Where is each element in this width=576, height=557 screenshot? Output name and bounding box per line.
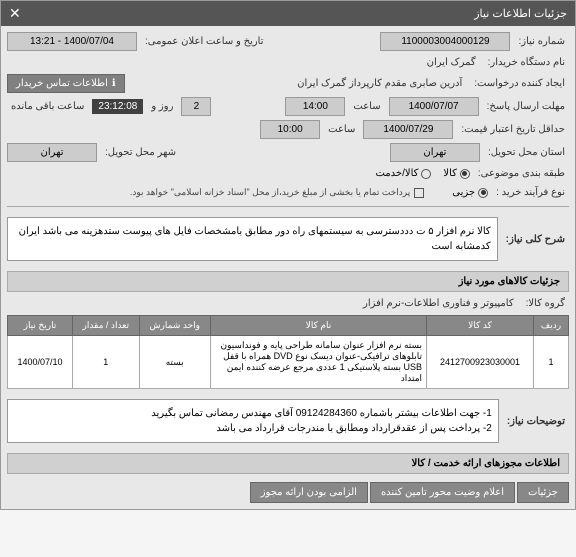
radio-unchecked-icon xyxy=(421,169,431,179)
notes-label: توضیحات نیاز: xyxy=(503,414,569,429)
window-header: جزئیات اطلاعات نیاز ✕ xyxy=(1,1,575,26)
radio-checked-icon-2 xyxy=(478,188,488,198)
category-goods-radio[interactable]: کالا xyxy=(443,168,470,179)
cell-qty: 1 xyxy=(72,336,139,389)
city-field: تهران xyxy=(7,143,97,162)
time-label-1: ساعت xyxy=(349,99,384,114)
purchase-type-value: جزیی xyxy=(452,187,475,198)
footer-tab-status[interactable]: اعلام وضیت محور تامین کننده xyxy=(370,482,515,503)
city-label: شهر محل تحویل: xyxy=(101,145,180,160)
window-title: جزئیات اطلاعات نیاز xyxy=(474,7,567,20)
time-label-2: ساعت xyxy=(324,122,359,137)
category-goods-label: کالا xyxy=(443,168,457,179)
th-qty: تعداد / مقدار xyxy=(72,316,139,336)
requester-value: آدرین صابری مقدم کارپرداز گمرک ایران xyxy=(293,76,466,91)
category-label: طبقه بندی موضوعی: xyxy=(474,166,569,181)
deadline-label: مهلت ارسال پاسخ: xyxy=(483,99,569,114)
footer-tab-details[interactable]: جزئیات xyxy=(517,482,569,503)
category-radio-group: کالا کالا/خدمت xyxy=(375,168,469,179)
requester-label: ایجاد کننده درخواست: xyxy=(470,76,569,91)
province-field: تهران xyxy=(390,143,480,162)
purchase-type-radio[interactable]: جزیی xyxy=(452,187,488,198)
cell-code: 2412700923030001 xyxy=(427,336,534,389)
cell-row: 1 xyxy=(533,336,568,389)
validity-time-field: 10:00 xyxy=(260,120,320,139)
th-unit: واحد شمارش xyxy=(139,316,210,336)
cell-name: بسته نرم افزار عنوان سامانه طراحی پایه و… xyxy=(210,336,426,389)
deadline-time-field: 14:00 xyxy=(285,97,345,116)
remaining-timer: 23:12:08 xyxy=(92,99,143,114)
buyer-org-label: نام دستگاه خریدار: xyxy=(484,55,569,70)
cell-unit: بسته xyxy=(139,336,210,389)
province-label: استان محل تحویل: xyxy=(484,145,569,160)
info-icon: ℹ xyxy=(112,78,116,89)
footer-tab-required[interactable]: الزامی بودن ارائه مجوز xyxy=(250,482,368,503)
announce-date-label: تاریخ و ساعت اعلان عمومی: xyxy=(141,34,268,49)
buyer-org-value: گمرک ایران xyxy=(423,55,480,70)
contact-button[interactable]: ℹ اطلاعات تماس خریدار xyxy=(7,74,125,93)
goods-table: ردیف کد کالا نام کالا واحد شمارش تعداد /… xyxy=(7,315,569,389)
goods-section-title: جزئیات کالاهای مورد نیاز xyxy=(7,271,569,292)
deadline-date-field: 1400/07/07 xyxy=(389,97,479,116)
goods-group-value: کامپیوتر و فناوری اطلاعات-نرم افزار xyxy=(359,296,518,311)
need-number-label: شماره نیاز: xyxy=(514,34,569,49)
close-icon[interactable]: ✕ xyxy=(9,5,21,22)
licenses-section-title: اطلاعات مجوزهای ارائه خدمت / کالا xyxy=(7,453,569,474)
th-date: تاریخ نیاز xyxy=(8,316,73,336)
category-service-label: کالا/خدمت xyxy=(375,168,418,179)
need-number-field: 1100003004000129 xyxy=(380,32,510,51)
th-code: کد کالا xyxy=(427,316,534,336)
validity-label: حداقل تاریخ اعتبار قیمت: xyxy=(457,122,569,137)
th-row: ردیف xyxy=(533,316,568,336)
need-summary-box: کالا نرم افزار ۵ ت دددسترسی به سیستمهای … xyxy=(7,217,498,261)
notes-box: 1- جهت اطلاعات بیشتر باشماره 09124284360… xyxy=(7,399,499,443)
goods-group-label: گروه کالا: xyxy=(522,296,569,311)
footer-tabs: جزئیات اعلام وضیت محور تامین کننده الزام… xyxy=(7,482,569,503)
category-service-radio[interactable]: کالا/خدمت xyxy=(375,168,431,179)
purchase-note: پرداخت تمام یا بخشی از مبلغ خرید،از محل … xyxy=(130,187,410,198)
days-field: 2 xyxy=(181,97,211,116)
payment-checkbox[interactable] xyxy=(414,188,424,198)
need-summary-label: شرح کلی نیاز: xyxy=(502,232,569,247)
days-label: روز و xyxy=(147,99,177,114)
table-row[interactable]: 1 2412700923030001 بسته نرم افزار عنوان … xyxy=(8,336,569,389)
content-area: شماره نیاز: 1100003004000129 تاریخ و ساع… xyxy=(1,26,575,509)
remaining-label: ساعت باقی مانده xyxy=(7,99,88,114)
purchase-type-label: نوع فرآیند خرید : xyxy=(492,185,569,200)
main-window: جزئیات اطلاعات نیاز ✕ شماره نیاز: 110000… xyxy=(0,0,576,510)
contact-button-label: اطلاعات تماس خریدار xyxy=(16,78,108,89)
table-header-row: ردیف کد کالا نام کالا واحد شمارش تعداد /… xyxy=(8,316,569,336)
th-name: نام کالا xyxy=(210,316,426,336)
cell-date: 1400/07/10 xyxy=(8,336,73,389)
validity-date-field: 1400/07/29 xyxy=(363,120,453,139)
radio-checked-icon xyxy=(460,169,470,179)
announce-date-field: 1400/07/04 - 13:21 xyxy=(7,32,137,51)
